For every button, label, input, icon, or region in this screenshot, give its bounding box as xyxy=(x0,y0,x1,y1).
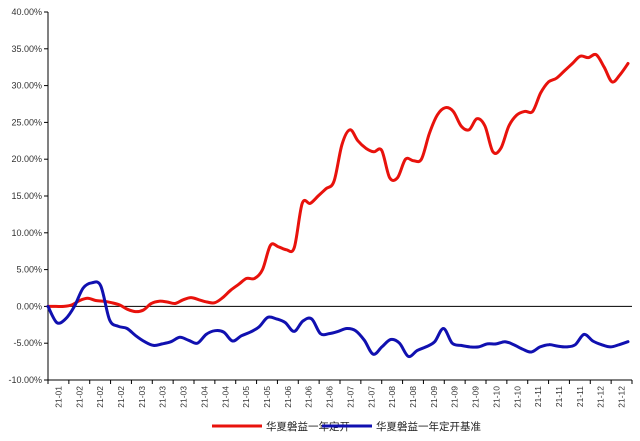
x-tick-label: 21-03 xyxy=(179,386,189,408)
series-lines xyxy=(46,52,630,359)
x-tick-label: 21-08 xyxy=(408,386,418,408)
y-tick-label: 5.00% xyxy=(16,265,42,275)
x-tick-label: 21-06 xyxy=(283,386,293,408)
x-tick-label: 21-01 xyxy=(53,386,63,408)
y-tick-labels: -10.00% -5.00% 0.00% 5.00% 10.00% 15.00% 20.00… xyxy=(8,7,42,385)
y-tick-label: 40.00% xyxy=(11,7,42,17)
y-tick-label: 10.00% xyxy=(11,228,42,238)
x-tick-label: 21-04 xyxy=(220,386,230,408)
y-tick-label: 20.00% xyxy=(11,154,42,164)
x-tick-label: 21-05 xyxy=(262,386,272,408)
x-tick-label: 21-06 xyxy=(304,386,314,408)
x-tick-label: 21-03 xyxy=(137,386,147,408)
y-tick-label: 0.00% xyxy=(16,301,42,311)
x-tick-label: 21-06 xyxy=(325,386,335,408)
x-tick-label: 21-07 xyxy=(345,386,355,408)
x-tick-label: 21-07 xyxy=(366,386,376,408)
x-tick-label: 21-12 xyxy=(596,386,606,408)
legend-label-series-1: 华夏磐益一年定开 xyxy=(266,420,350,433)
legend-label-series-2: 华夏磐益一年定开基准 xyxy=(376,420,481,433)
x-tick-label: 21-11 xyxy=(575,386,585,407)
y-tick-label: -5.00% xyxy=(13,338,42,348)
x-tick-label: 21-02 xyxy=(74,386,84,408)
y-tick-marks xyxy=(44,11,48,381)
x-tick-label: 21-09 xyxy=(471,386,481,408)
x-tick-label: 21-05 xyxy=(241,386,251,408)
x-tick-label: 21-10 xyxy=(491,386,501,408)
x-tick-label: 21-11 xyxy=(554,386,564,407)
y-tick-label: 35.00% xyxy=(11,44,42,54)
x-tick-label: 21-04 xyxy=(199,386,209,408)
x-tick-label: 21-03 xyxy=(158,386,168,408)
x-tick-label: 21-09 xyxy=(450,386,460,408)
x-tick-marks xyxy=(47,380,633,384)
y-tick-label: 15.00% xyxy=(11,191,42,201)
x-tick-label: 21-02 xyxy=(95,386,105,408)
x-tick-label: 21-09 xyxy=(429,386,439,408)
y-tick-label: -10.00% xyxy=(8,375,42,385)
x-tick-label: 21-11 xyxy=(533,386,543,407)
series-line-2 xyxy=(46,280,630,359)
x-tick-labels: 21-01 21-02 21-02 21-02 21-03 21-03 21-03 21-04… xyxy=(53,386,626,408)
series-line-1 xyxy=(46,52,630,314)
legend: 华夏磐益一年定开 华夏磐益一年定开基准 xyxy=(212,420,481,433)
y-tick-label: 30.00% xyxy=(11,81,42,91)
x-tick-label: 21-12 xyxy=(617,386,627,408)
x-tick-label: 21-02 xyxy=(116,386,126,408)
y-tick-label: 25.00% xyxy=(11,117,42,127)
x-tick-label: 21-10 xyxy=(512,386,522,408)
x-tick-label: 21-08 xyxy=(387,386,397,408)
